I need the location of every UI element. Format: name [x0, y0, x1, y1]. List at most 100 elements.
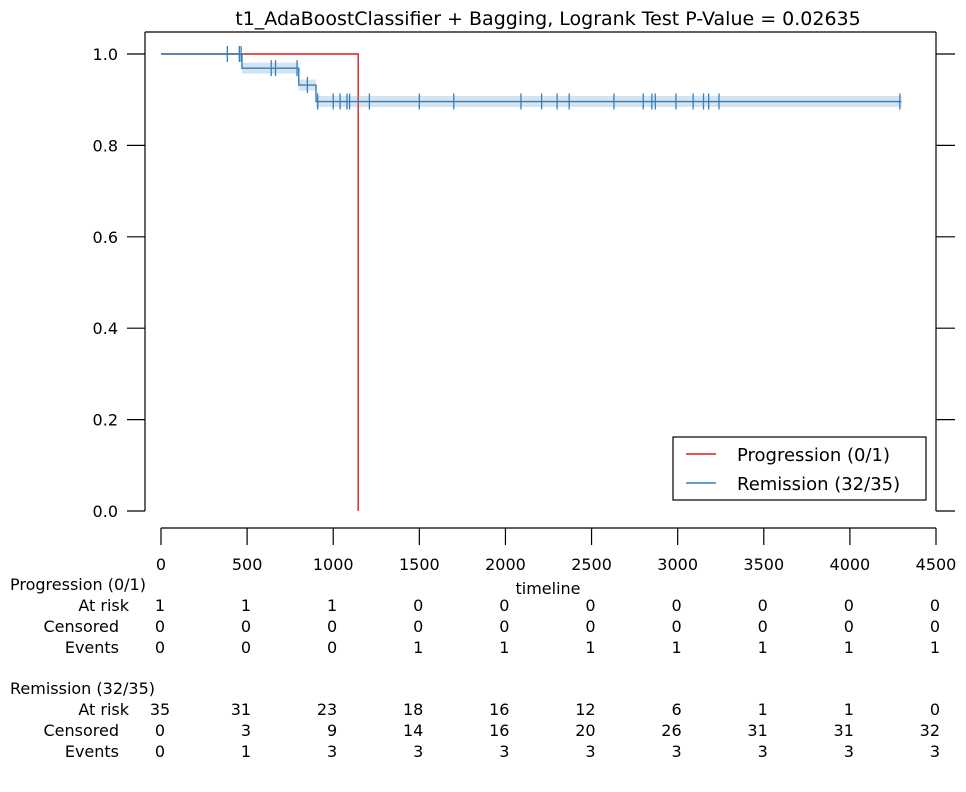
- risk-cell: 0: [155, 617, 165, 636]
- risk-table: Progression (0/1) At risk 1 1 1 0 0 0 0 0 0 0 Censor…: [10, 575, 940, 761]
- risk-cell: 0: [930, 700, 940, 719]
- risk-cell: 18: [403, 700, 423, 719]
- legend-box: [672, 436, 927, 501]
- legend-entry: Progression (0/1): [737, 445, 890, 466]
- risk-cell: 0: [327, 617, 337, 636]
- risk-cell: 1: [499, 638, 509, 657]
- risk-cell: 0: [155, 742, 165, 761]
- x-tick-label: 4500: [916, 555, 957, 574]
- risk-cell: 0: [930, 596, 940, 615]
- confidence-band: [161, 54, 902, 108]
- risk-cell: 9: [327, 721, 337, 740]
- risk-cell: 1: [155, 596, 165, 615]
- risk-cell: 3: [499, 742, 509, 761]
- x-tick-label: 1500: [399, 555, 440, 574]
- chart-title: t1_AdaBoostClassifier + Bagging, Logrank…: [235, 8, 861, 30]
- risk-cell: 1: [758, 700, 768, 719]
- risk-cell: 0: [499, 617, 509, 636]
- risk-cell: 31: [231, 700, 251, 719]
- risk-cell: 1: [585, 638, 595, 657]
- x-tick-label: 3500: [743, 555, 784, 574]
- risk-cell: 1: [844, 638, 854, 657]
- y-tick-label: 1.0: [93, 45, 118, 64]
- series-1: [161, 46, 902, 110]
- x-tick-label: 4000: [830, 555, 871, 574]
- risk-cell: 3: [930, 742, 940, 761]
- series-layer: [161, 46, 902, 511]
- risk-cell: 3: [585, 742, 595, 761]
- risk-cell: 20: [575, 721, 595, 740]
- x-tick-label: 1000: [313, 555, 354, 574]
- tick-marks: [127, 53, 955, 545]
- risk-cell: 1: [241, 596, 251, 615]
- survival-curve: [161, 53, 359, 511]
- risk-cell: 0: [671, 617, 681, 636]
- risk-cell: 1: [930, 638, 940, 657]
- y-tick-label: 0.0: [93, 502, 118, 521]
- legend: Progression (0/1) Remission (32/35): [672, 436, 927, 501]
- risk-cell: 3: [844, 742, 854, 761]
- risk-cell: 0: [585, 617, 595, 636]
- y-tick-label: 0.8: [93, 136, 118, 155]
- risk-cell: 1: [671, 638, 681, 657]
- risk-group-title: Progression (0/1): [10, 575, 146, 594]
- risk-cell: 12: [575, 700, 595, 719]
- x-tick-label: 3000: [657, 555, 698, 574]
- risk-cell: 1: [413, 638, 423, 657]
- risk-row-label: Censored: [43, 721, 119, 740]
- risk-cell: 26: [661, 721, 681, 740]
- risk-cell: 35: [150, 700, 170, 719]
- survival-curve: [161, 53, 902, 103]
- risk-cell: 1: [327, 596, 337, 615]
- risk-cell: 0: [671, 596, 681, 615]
- risk-cell: 0: [844, 596, 854, 615]
- risk-cell: 3: [758, 742, 768, 761]
- axes: [144, 31, 937, 529]
- risk-row-label: At risk: [78, 700, 129, 719]
- x-tick-label: 2000: [485, 555, 526, 574]
- x-axis-label: timeline: [515, 579, 580, 598]
- x-tick-label: 2500: [571, 555, 612, 574]
- risk-cell: 0: [155, 721, 165, 740]
- risk-row-label: Censored: [43, 617, 119, 636]
- risk-cell: 0: [327, 638, 337, 657]
- risk-cell: 3: [671, 742, 681, 761]
- risk-cell: 16: [489, 700, 509, 719]
- tick-labels: 0.0 0.2 0.4 0.6 0.8 1.0 0 500 1000 1500 2000 2500 30…: [93, 45, 957, 574]
- legend-entry: Remission (32/35): [737, 474, 900, 495]
- risk-cell: 0: [758, 617, 768, 636]
- risk-cell: 0: [413, 617, 423, 636]
- risk-cell: 0: [499, 596, 509, 615]
- risk-cell: 3: [241, 721, 251, 740]
- risk-cell: 6: [671, 700, 681, 719]
- risk-row-label: At risk: [78, 596, 129, 615]
- risk-cell: 1: [844, 700, 854, 719]
- risk-cell: 3: [327, 742, 337, 761]
- risk-cell: 14: [403, 721, 423, 740]
- risk-cell: 0: [930, 617, 940, 636]
- risk-cell: 32: [920, 721, 940, 740]
- risk-cell: 0: [413, 596, 423, 615]
- risk-cell: 0: [241, 617, 251, 636]
- risk-cell: 1: [758, 638, 768, 657]
- risk-group-title: Remission (32/35): [10, 679, 155, 698]
- series-0: [161, 53, 359, 511]
- risk-cell: 0: [585, 596, 595, 615]
- risk-cell: 1: [241, 742, 251, 761]
- y-tick-label: 0.4: [93, 319, 118, 338]
- risk-row-label: Events: [65, 638, 119, 657]
- risk-cell: 0: [241, 638, 251, 657]
- x-tick-label: 500: [232, 555, 263, 574]
- x-tick-label: 0: [156, 555, 166, 574]
- y-tick-label: 0.6: [93, 228, 118, 247]
- risk-cell: 0: [155, 638, 165, 657]
- risk-cell: 31: [747, 721, 767, 740]
- y-tick-label: 0.2: [93, 411, 118, 430]
- risk-cell: 0: [844, 617, 854, 636]
- risk-cell: 23: [317, 700, 337, 719]
- risk-cell: 3: [413, 742, 423, 761]
- risk-cell: 31: [834, 721, 854, 740]
- risk-cell: 16: [489, 721, 509, 740]
- risk-row-label: Events: [65, 742, 119, 761]
